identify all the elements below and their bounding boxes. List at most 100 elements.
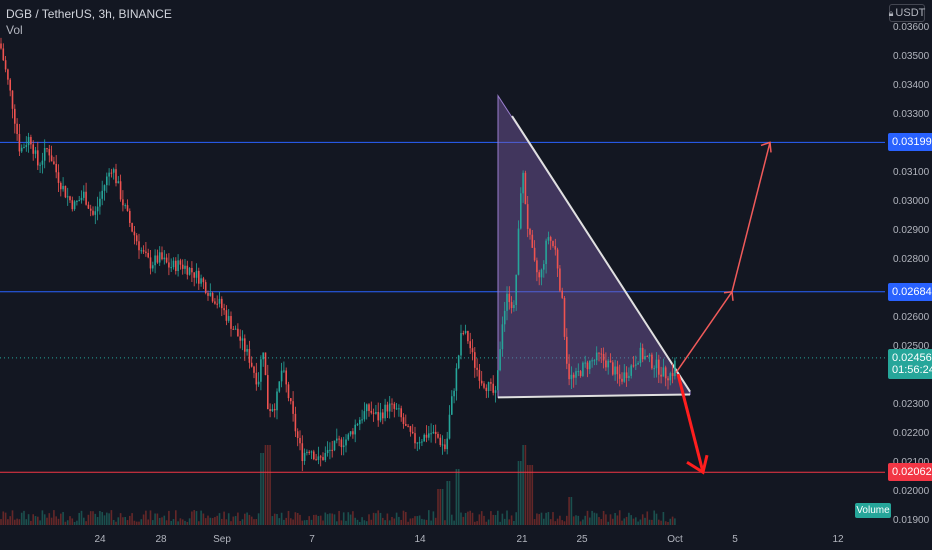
candle-body (437, 433, 439, 438)
candle-body (372, 412, 375, 414)
candle-body (89, 208, 92, 211)
volume-bar (674, 518, 676, 525)
candle-body (216, 303, 218, 305)
volume-bar (393, 518, 396, 525)
volume-bar (221, 518, 223, 525)
volume-bar (94, 513, 97, 525)
volume-bar (641, 514, 644, 525)
volume-bar (428, 510, 430, 525)
volume-bar (193, 510, 195, 525)
candle-body (352, 431, 354, 435)
candle-body (430, 433, 432, 435)
candle-body (96, 206, 99, 212)
price-tag: 0.03199 (888, 133, 932, 152)
candle-body (566, 336, 568, 364)
currency-button[interactable]: 🔒︎ USDT (889, 4, 925, 22)
volume-bar (342, 512, 345, 525)
candle-body (480, 380, 483, 384)
candle-body (106, 176, 108, 186)
volume-bar (630, 515, 632, 525)
volume-bar (149, 510, 152, 525)
candle-body (207, 293, 209, 296)
candle-body (368, 404, 370, 411)
candle-body (94, 211, 97, 215)
price-tick-label: 0.03500 (893, 51, 930, 62)
candle-body (485, 387, 488, 392)
candle-body (315, 459, 317, 461)
volume-bar (41, 510, 44, 525)
candle-body (271, 409, 274, 412)
candle-body (133, 231, 136, 236)
volume-bar (425, 519, 428, 525)
candle-body (618, 374, 621, 379)
price-axis[interactable]: 0.03600 0.03500 0.03400 0.03300 0.03100 0.030… (893, 22, 930, 526)
volume-bar (520, 461, 522, 525)
volume-bar (359, 521, 361, 525)
volume-bar (264, 445, 267, 525)
candle-body (158, 252, 161, 263)
candle-body (195, 270, 198, 278)
candle-body (34, 150, 37, 154)
candle-body (630, 365, 632, 376)
candle-body (384, 404, 386, 419)
volume-bar (262, 453, 264, 525)
volume-bar (331, 513, 333, 525)
candle-body (14, 108, 16, 124)
candle-body (198, 270, 200, 284)
volume-bar (96, 517, 99, 525)
candle-body (614, 366, 616, 375)
volume-bar (517, 461, 520, 525)
bearish-projection (676, 373, 705, 473)
candle-body (536, 260, 538, 273)
candle-body (510, 302, 513, 309)
volume-bar (237, 512, 239, 525)
candle-body (667, 378, 669, 381)
volume-bar (568, 497, 570, 525)
candle-body (283, 370, 285, 372)
price-tag: 01:56:24 (888, 361, 932, 380)
volume-bar (526, 465, 529, 525)
volume-bar (147, 519, 149, 525)
volume-bar (416, 516, 419, 525)
triangle-pattern (497, 94, 691, 399)
volume-bar (480, 511, 483, 525)
candle-body (336, 438, 338, 441)
candle-body (188, 267, 191, 275)
candle-body (354, 424, 356, 435)
candle-body (301, 443, 304, 462)
volume-bar (16, 518, 18, 525)
volume-bar (23, 510, 25, 525)
candle-body (575, 371, 577, 378)
candle-body (246, 348, 248, 352)
volume-bar (671, 516, 674, 525)
volume-bar (165, 520, 168, 525)
volume-bar (572, 516, 575, 525)
candle-body (635, 364, 637, 366)
volume-legend[interactable]: Vol (6, 23, 23, 37)
volume-bar (485, 521, 488, 525)
volume-bar (294, 512, 297, 525)
candle-body (39, 164, 41, 166)
candle-body (467, 330, 469, 342)
candle-body (361, 419, 363, 421)
candle-body (648, 354, 651, 357)
volume-bar (315, 514, 317, 525)
time-tick-label: 25 (576, 534, 588, 545)
candle-body (209, 292, 212, 296)
candle-body (526, 204, 529, 229)
candle-body (230, 316, 232, 329)
volume-bar (457, 469, 460, 525)
symbol-title[interactable]: DGB / TetherUS, 3h, BINANCE (6, 7, 172, 21)
volume-bar (462, 516, 465, 525)
time-axis[interactable]: 24 28 Sep 7 14 21 25 Oct 5 12 (94, 534, 844, 545)
volume-bar (46, 517, 48, 525)
candle-body (584, 362, 586, 364)
volume-bar (540, 512, 543, 525)
candle-body (407, 425, 409, 427)
candle-body (73, 201, 76, 210)
volume-bar (547, 512, 550, 525)
candle-body (499, 349, 501, 371)
candle-body (30, 137, 32, 145)
volume-bar (124, 516, 126, 525)
